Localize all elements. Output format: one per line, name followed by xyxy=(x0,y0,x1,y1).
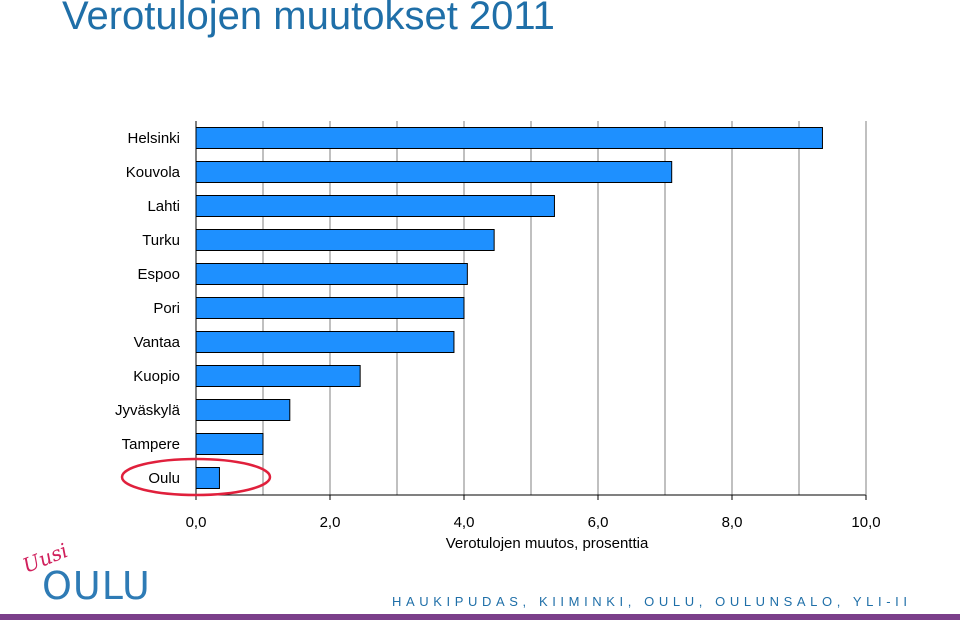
category-label: Turku xyxy=(142,232,180,249)
footer-municipalities: HAUKIPUDAS, KIIMINKI, OULU, OULUNSALO, Y… xyxy=(392,594,912,609)
x-tick-label: 4,0 xyxy=(454,514,475,531)
x-tick-label: 10,0 xyxy=(851,514,880,531)
bar-tampere xyxy=(195,433,264,455)
uusi-oulu-logo: Uusi OULU xyxy=(18,538,178,610)
x-tick-label: 6,0 xyxy=(588,514,609,531)
footer-bar xyxy=(0,614,960,620)
category-label: Oulu xyxy=(148,470,180,487)
category-label: Kuopio xyxy=(133,368,180,385)
bar-oulu xyxy=(195,467,220,489)
bar-chart: 0,0 2,0 4,0 6,0 8,0 10,0 Verotulojen muutos, p… xyxy=(115,121,881,552)
bar-kouvola xyxy=(195,161,673,183)
category-label: Tampere xyxy=(122,436,180,453)
category-label: Lahti xyxy=(147,198,180,215)
slide-title: Verotulojen muutokset 2011 xyxy=(62,0,555,38)
bar-jyväskylä xyxy=(195,399,291,421)
bar-turku xyxy=(195,229,495,251)
x-tick-label: 8,0 xyxy=(722,514,743,531)
x-axis-label: Verotulojen muutos, prosenttia xyxy=(446,535,649,552)
category-label: Vantaa xyxy=(134,334,181,351)
x-tick-label: 0,0 xyxy=(186,514,207,531)
bar-vantaa xyxy=(195,331,455,353)
logo-oulu-text: OULU xyxy=(42,564,151,608)
bar-pori xyxy=(195,297,465,319)
highlight-ellipse xyxy=(120,457,272,497)
bar-lahti xyxy=(195,195,555,217)
category-label: Kouvola xyxy=(126,164,181,181)
category-label: Jyväskylä xyxy=(115,402,181,419)
x-tick-label: 2,0 xyxy=(320,514,341,531)
bar-kuopio xyxy=(195,365,361,387)
category-label: Helsinki xyxy=(127,130,180,147)
bar-helsinki xyxy=(195,127,823,149)
bar-espoo xyxy=(195,263,468,285)
category-label: Pori xyxy=(153,300,180,317)
category-label: Espoo xyxy=(137,266,180,283)
